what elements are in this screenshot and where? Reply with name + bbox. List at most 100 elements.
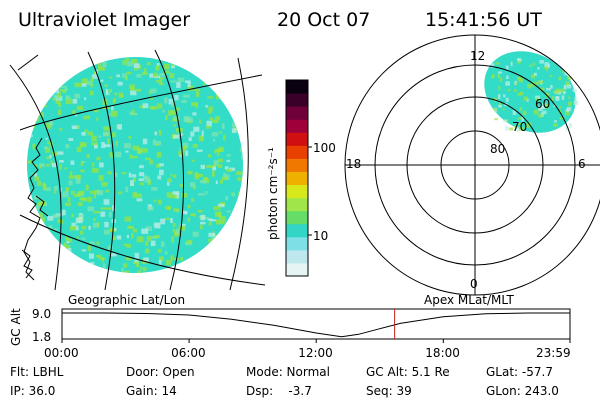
speckle-dot xyxy=(239,147,243,152)
speckle-dot xyxy=(33,239,40,242)
speckle-dot xyxy=(156,163,161,168)
speckle-dot xyxy=(58,109,62,115)
speckle-dot xyxy=(58,128,63,131)
speckle-dot xyxy=(34,173,37,178)
speckle-dot xyxy=(124,76,128,81)
speckle-dot xyxy=(114,97,117,102)
speckle-dot xyxy=(123,243,127,247)
speckle-dot xyxy=(156,103,163,109)
speckle-dot xyxy=(230,76,234,79)
polar-speckle-dot xyxy=(538,114,543,118)
polar-speckle-dot xyxy=(498,104,502,108)
speckle-dot xyxy=(197,173,203,177)
speckle-dot xyxy=(232,122,238,128)
polar-speckle-dot xyxy=(565,126,568,131)
speckle-dot xyxy=(73,193,81,197)
speckle-dot xyxy=(179,147,184,153)
speckle-dot xyxy=(239,64,243,70)
polar-speckle-dot xyxy=(574,97,578,102)
speckle-dot xyxy=(141,148,148,153)
speckle-dot xyxy=(214,211,222,217)
speckle-dot xyxy=(138,64,141,70)
speckle-dot xyxy=(228,64,236,67)
speckle-dot xyxy=(173,208,180,212)
speckle-dot xyxy=(192,185,197,190)
speckle-dot xyxy=(153,72,159,78)
speckle-dot xyxy=(49,266,53,269)
speckle-dot xyxy=(158,272,162,273)
speckle-dot xyxy=(77,202,83,206)
speckle-dot xyxy=(206,125,211,129)
polar-speckle-dot xyxy=(570,73,576,77)
polar-speckle-dot xyxy=(514,125,518,128)
speckle-dot xyxy=(80,237,86,240)
speckle-dot xyxy=(215,234,222,239)
speckle-dot xyxy=(112,98,115,104)
speckle-dot xyxy=(200,260,207,266)
speckle-dot xyxy=(134,88,141,92)
speckle-dot xyxy=(38,165,42,169)
speckle-dot xyxy=(28,227,33,233)
speckle-dot xyxy=(200,214,206,221)
timeline-tick-label: 23:59 xyxy=(536,346,571,360)
footer-field: IP: 36.0 xyxy=(10,384,55,398)
speckle-dot xyxy=(195,91,200,98)
polar-speckle-dot xyxy=(568,123,572,128)
speckle-dot xyxy=(53,190,57,194)
speckle-dot xyxy=(187,85,194,91)
polar-speckle-dot xyxy=(568,96,571,99)
speckle-dot xyxy=(102,61,107,68)
speckle-dot xyxy=(235,108,240,114)
colorbar-cell xyxy=(286,210,308,225)
footer-field: Dsp: -3.7 xyxy=(246,384,312,398)
speckle-dot xyxy=(222,230,228,233)
speckle-dot xyxy=(190,198,194,202)
speckle-dot xyxy=(166,259,172,266)
speckle-dot xyxy=(208,154,212,158)
speckle-dot xyxy=(79,197,87,201)
speckle-dot xyxy=(93,192,97,199)
speckle-dot xyxy=(173,124,177,127)
polar-speckle-dot xyxy=(499,77,503,82)
polar-speckle-dot xyxy=(505,81,510,86)
speckle-dot xyxy=(187,170,193,175)
speckle-dot xyxy=(165,114,168,121)
speckle-dot xyxy=(210,249,217,252)
polar-speckle-dot xyxy=(503,94,506,98)
speckle-dot xyxy=(72,110,76,115)
speckle-dot xyxy=(185,150,189,157)
speckle-dot xyxy=(172,228,175,233)
speckle-dot xyxy=(238,191,242,198)
footer-field: GLat: -57.7 xyxy=(486,365,553,379)
speckle-dot xyxy=(87,245,91,252)
speckle-dot xyxy=(221,240,224,244)
speckle-dot xyxy=(184,80,191,83)
speckle-dot xyxy=(48,225,53,231)
speckle-dot xyxy=(231,128,237,133)
footer-field: Seq: 39 xyxy=(366,384,412,398)
speckle-dot xyxy=(225,93,231,97)
speckle-dot xyxy=(196,149,203,152)
speckle-dot xyxy=(96,117,99,121)
speckle-dot xyxy=(93,189,100,194)
speckle-dot xyxy=(52,94,58,97)
app-title: Ultraviolet Imager xyxy=(18,9,190,31)
speckle-dot xyxy=(107,245,113,251)
speckle-dot xyxy=(180,223,186,227)
speckle-dot xyxy=(237,177,243,181)
speckle-dot xyxy=(38,94,44,101)
colorbar-cell xyxy=(286,197,308,212)
speckle-dot xyxy=(155,143,159,146)
speckle-dot xyxy=(53,60,56,65)
speckle-dot xyxy=(67,261,72,266)
speckle-dot xyxy=(187,217,191,222)
speckle-dot xyxy=(231,230,234,234)
timeline-tick-label: 00:00 xyxy=(44,346,79,360)
polar-speckle-dot xyxy=(503,119,508,123)
altitude-timeline: GC Alt 9.0 1.8 00:00 06:00 12:00 18:00 23:59 xyxy=(9,307,571,360)
speckle-dot xyxy=(208,63,213,69)
speckle-dot xyxy=(173,134,180,139)
polar-speckle-dot xyxy=(505,97,509,102)
speckle-dot xyxy=(153,235,161,238)
speckle-dot xyxy=(215,180,218,185)
